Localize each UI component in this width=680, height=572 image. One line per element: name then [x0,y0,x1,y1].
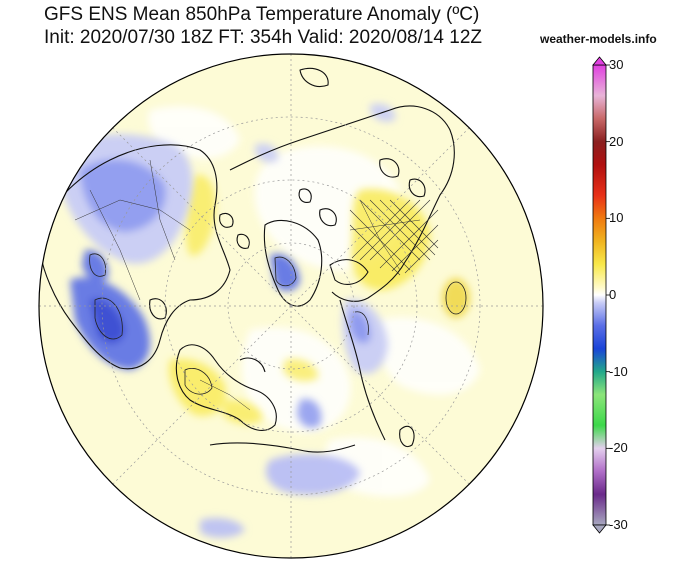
colorbar-max-arrow [592,56,607,66]
source-credit: weather-models.info [540,32,657,46]
colorbar-tick-label: 0 [609,287,617,302]
colorbar [592,56,610,534]
coastlines [39,67,455,453]
colorbar-tick-label: -30 [609,517,628,532]
colorbar-tick-label: -20 [609,440,628,456]
colorbar-tick-label: -10 [609,363,628,379]
colorbar-tick-label: 20 [609,133,624,149]
colorbar-tick-label: 30 [609,57,624,72]
map-boundary [38,53,544,559]
cool-anomaly-areas [60,103,396,538]
colorbar-scale [592,64,607,526]
anomaly-contours [89,253,467,395]
hatched-region [349,199,439,276]
graticule [39,54,543,558]
colorbar-min-arrow [592,524,607,534]
colorbar-tick-label: 10 [609,210,624,226]
chart-title: GFS ENS Mean 850hPa Temperature Anomaly … [44,4,480,25]
chart-subtitle: Init: 2020/07/30 18Z FT: 354h Valid: 202… [44,27,483,48]
